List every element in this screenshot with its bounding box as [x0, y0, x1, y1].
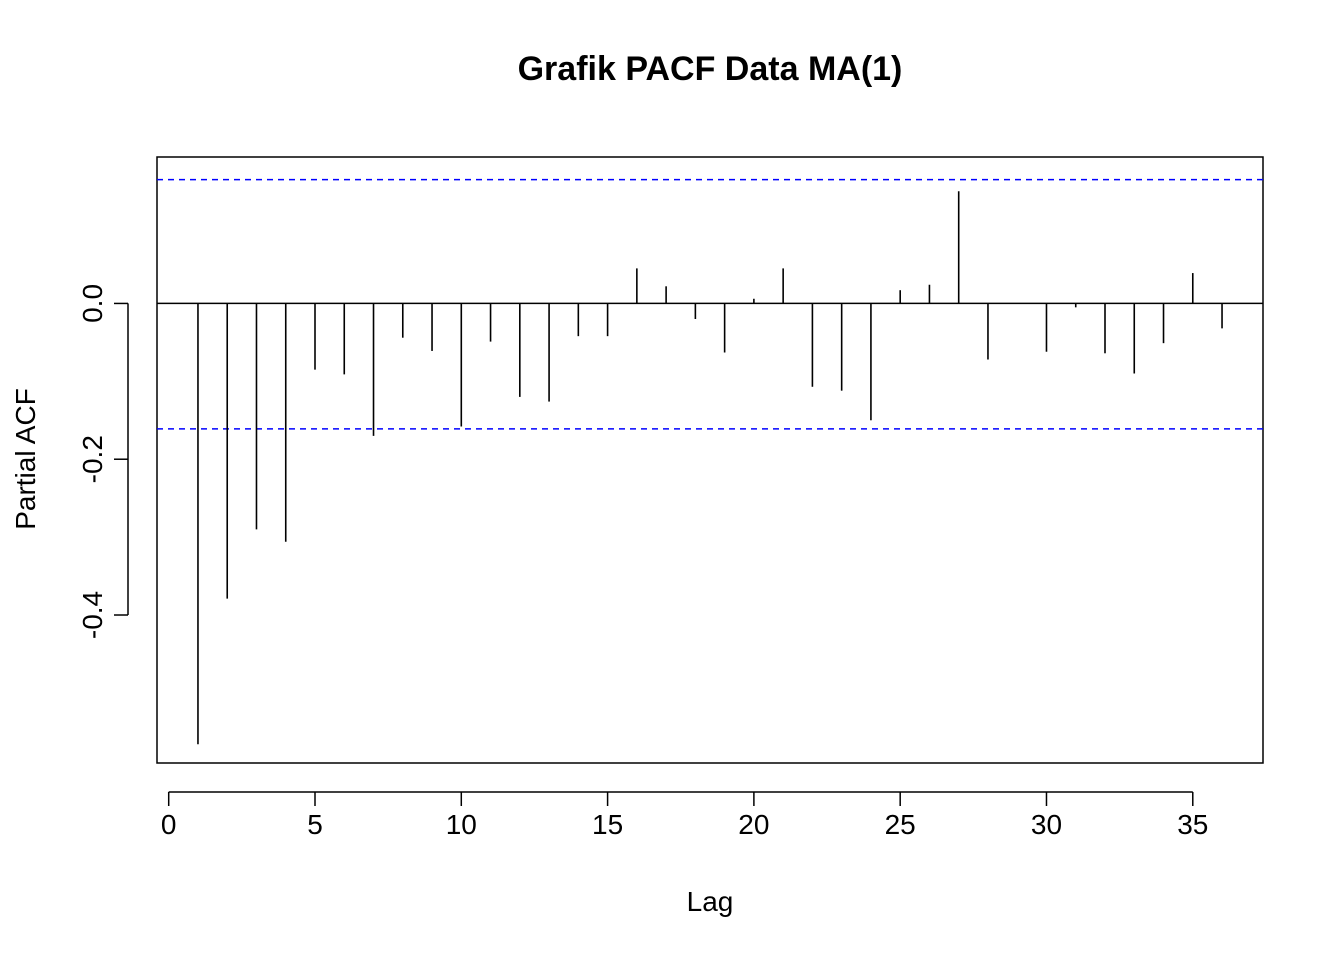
- plot-area: 0 5 10 15 20 25 30 35 -0.4 -0.2 0.0: [77, 156, 1264, 840]
- x-tick-label-20: 20: [738, 809, 769, 840]
- x-tick-label-15: 15: [592, 809, 623, 840]
- x-tick-label-30: 30: [1031, 809, 1062, 840]
- x-tick-label-0: 0: [161, 809, 177, 840]
- x-tick-label-10: 10: [446, 809, 477, 840]
- y-tick-label-1: -0.2: [77, 435, 108, 483]
- y-tick-label-0: -0.4: [77, 591, 108, 639]
- chart-title: Grafik PACF Data MA(1): [518, 50, 903, 88]
- x-tick-label-25: 25: [885, 809, 916, 840]
- plot-frame: [156, 156, 1264, 764]
- y-axis-label: Partial ACF: [10, 388, 41, 530]
- x-tick-label-35: 35: [1177, 809, 1208, 840]
- y-tick-label-2: 0.0: [77, 284, 108, 323]
- x-axis-label: Lag: [687, 886, 734, 917]
- x-tick-label-5: 5: [307, 809, 323, 840]
